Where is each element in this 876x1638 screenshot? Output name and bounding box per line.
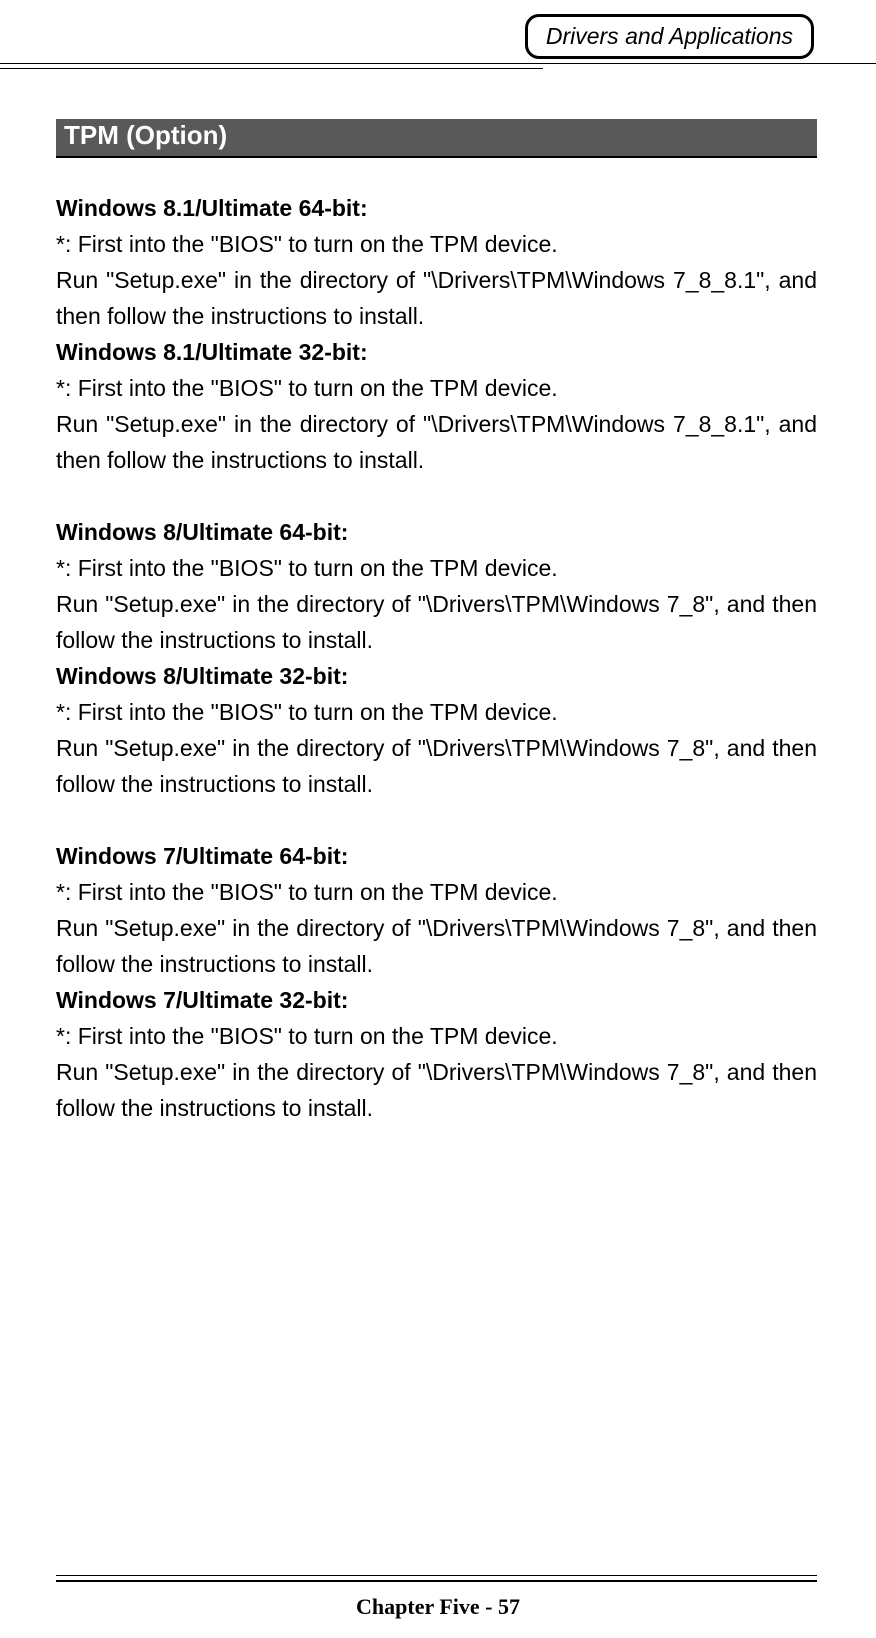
header-rule-bottom bbox=[0, 68, 543, 69]
os-heading: Windows 7/Ultimate 64-bit: bbox=[56, 838, 817, 874]
footer-rule-top bbox=[56, 1575, 817, 1576]
os-body: Run "Setup.exe" in the directory of "\Dr… bbox=[56, 262, 817, 334]
footer-rule-bottom bbox=[56, 1580, 817, 1582]
os-body: Run "Setup.exe" in the directory of "\Dr… bbox=[56, 586, 817, 658]
os-body: Run "Setup.exe" in the directory of "\Dr… bbox=[56, 910, 817, 982]
os-note: *: First into the "BIOS" to turn on the … bbox=[56, 370, 817, 406]
os-note: *: First into the "BIOS" to turn on the … bbox=[56, 694, 817, 730]
os-heading: Windows 7/Ultimate 32-bit: bbox=[56, 982, 817, 1018]
os-heading: Windows 8.1/Ultimate 64-bit: bbox=[56, 190, 817, 226]
os-note: *: First into the "BIOS" to turn on the … bbox=[56, 550, 817, 586]
os-note: *: First into the "BIOS" to turn on the … bbox=[56, 226, 817, 262]
os-group: Windows 7/Ultimate 64-bit: *: First into… bbox=[56, 838, 817, 1126]
os-group: Windows 8/Ultimate 64-bit: *: First into… bbox=[56, 514, 817, 802]
os-body: Run "Setup.exe" in the directory of "\Dr… bbox=[56, 1054, 817, 1126]
os-heading: Windows 8/Ultimate 64-bit: bbox=[56, 514, 817, 550]
os-heading: Windows 8.1/Ultimate 32-bit: bbox=[56, 334, 817, 370]
os-group: Windows 8.1/Ultimate 64-bit: *: First in… bbox=[56, 190, 817, 478]
footer-text: Chapter Five - 57 bbox=[0, 1594, 876, 1620]
os-note: *: First into the "BIOS" to turn on the … bbox=[56, 874, 817, 910]
header-rule-top bbox=[0, 63, 876, 64]
page-content: TPM (Option) Windows 8.1/Ultimate 64-bit… bbox=[56, 119, 817, 1126]
os-heading: Windows 8/Ultimate 32-bit: bbox=[56, 658, 817, 694]
header-tab: Drivers and Applications bbox=[525, 14, 814, 59]
os-note: *: First into the "BIOS" to turn on the … bbox=[56, 1018, 817, 1054]
body-text: Windows 8.1/Ultimate 64-bit: *: First in… bbox=[56, 190, 817, 1126]
header-tab-label: Drivers and Applications bbox=[546, 23, 793, 49]
section-title: TPM (Option) bbox=[56, 119, 817, 158]
os-body: Run "Setup.exe" in the directory of "\Dr… bbox=[56, 730, 817, 802]
group-spacer bbox=[56, 802, 817, 838]
group-spacer bbox=[56, 478, 817, 514]
os-body: Run "Setup.exe" in the directory of "\Dr… bbox=[56, 406, 817, 478]
